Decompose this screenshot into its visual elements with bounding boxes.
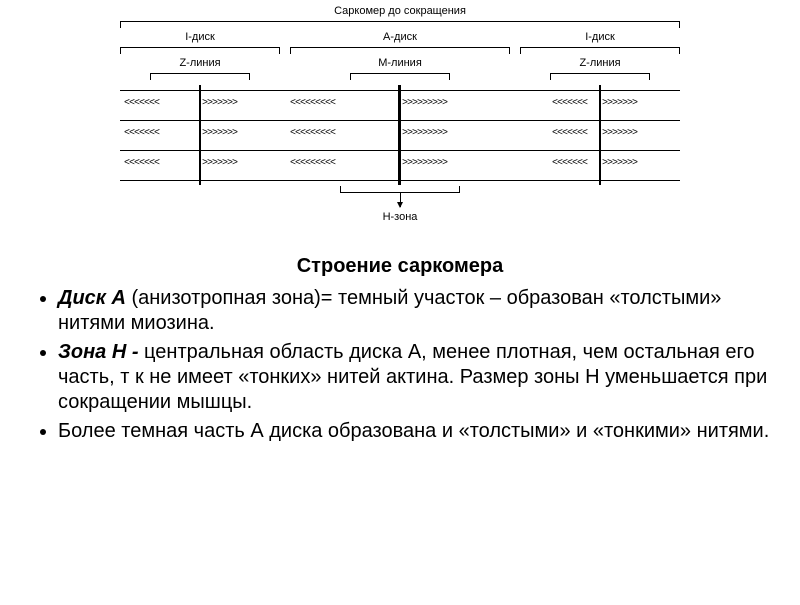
myosin-filament: >>>>>>>>> <box>402 159 447 169</box>
bracket-m <box>350 73 450 79</box>
bracket-i-left <box>120 47 280 53</box>
actin-filament: >>>>>>> <box>202 129 237 139</box>
label-i-disc-right: I-диск <box>585 31 615 43</box>
myosin-filament: >>>>>>>>> <box>402 129 447 139</box>
label-sarcomere: Саркомер до сокращения <box>334 5 466 17</box>
bracket-i-right <box>520 47 680 53</box>
bracket-z-right <box>550 73 650 79</box>
term: Диск А <box>58 287 126 309</box>
list-item: Диск А (анизотропная зона)= темный участ… <box>58 286 770 336</box>
bracket-sarcomere <box>120 21 680 27</box>
actin-filament: >>>>>>> <box>602 129 637 139</box>
myosin-filament: <<<<<<<<< <box>290 159 335 169</box>
actin-filament: <<<<<<< <box>124 129 159 139</box>
term: Зона Н - <box>58 341 144 363</box>
label-i-disc-left: I-диск <box>185 31 215 43</box>
heading: Строение саркомера <box>30 255 770 278</box>
sarcomere-diagram: Саркомер до сокращения I-диск А-диск I-д… <box>80 5 720 245</box>
actin-filament: <<<<<<< <box>552 159 587 169</box>
actin-filament: <<<<<<< <box>124 159 159 169</box>
rest: (анизотропная зона)= темный участок – об… <box>58 287 721 334</box>
bracket-z-left <box>150 73 250 79</box>
label-h-zone: Н-зона <box>383 211 418 223</box>
rest: центральная область диска А, менее плотн… <box>58 341 767 413</box>
rest: Более темная часть А диска образована и … <box>58 420 769 442</box>
actin-filament: >>>>>>> <box>202 159 237 169</box>
label-z-left: Z-линия <box>179 57 220 69</box>
bracket-a <box>290 47 510 53</box>
actin-filament: >>>>>>> <box>202 99 237 109</box>
label-m: М-линия <box>378 57 422 69</box>
list-item: Более темная часть А диска образована и … <box>58 419 770 444</box>
actin-filament: <<<<<<< <box>552 99 587 109</box>
bullet-list: Диск А (анизотропная зона)= темный участ… <box>30 286 770 444</box>
z-line-left <box>199 85 201 185</box>
myosin-filament: <<<<<<<<< <box>290 129 335 139</box>
m-line <box>398 85 401 185</box>
label-a-disc: А-диск <box>383 31 417 43</box>
actin-filament: >>>>>>> <box>602 99 637 109</box>
actin-filament: <<<<<<< <box>552 129 587 139</box>
text-content: Строение саркомера Диск А (анизотропная … <box>0 245 800 444</box>
myosin-filament: >>>>>>>>> <box>402 99 447 109</box>
z-line-right <box>599 85 601 185</box>
list-item: Зона Н - центральная область диска А, ме… <box>58 340 770 415</box>
arrow-down-icon <box>400 193 401 207</box>
actin-filament: <<<<<<< <box>124 99 159 109</box>
myosin-filament: <<<<<<<<< <box>290 99 335 109</box>
label-z-right: Z-линия <box>579 57 620 69</box>
actin-filament: >>>>>>> <box>602 159 637 169</box>
